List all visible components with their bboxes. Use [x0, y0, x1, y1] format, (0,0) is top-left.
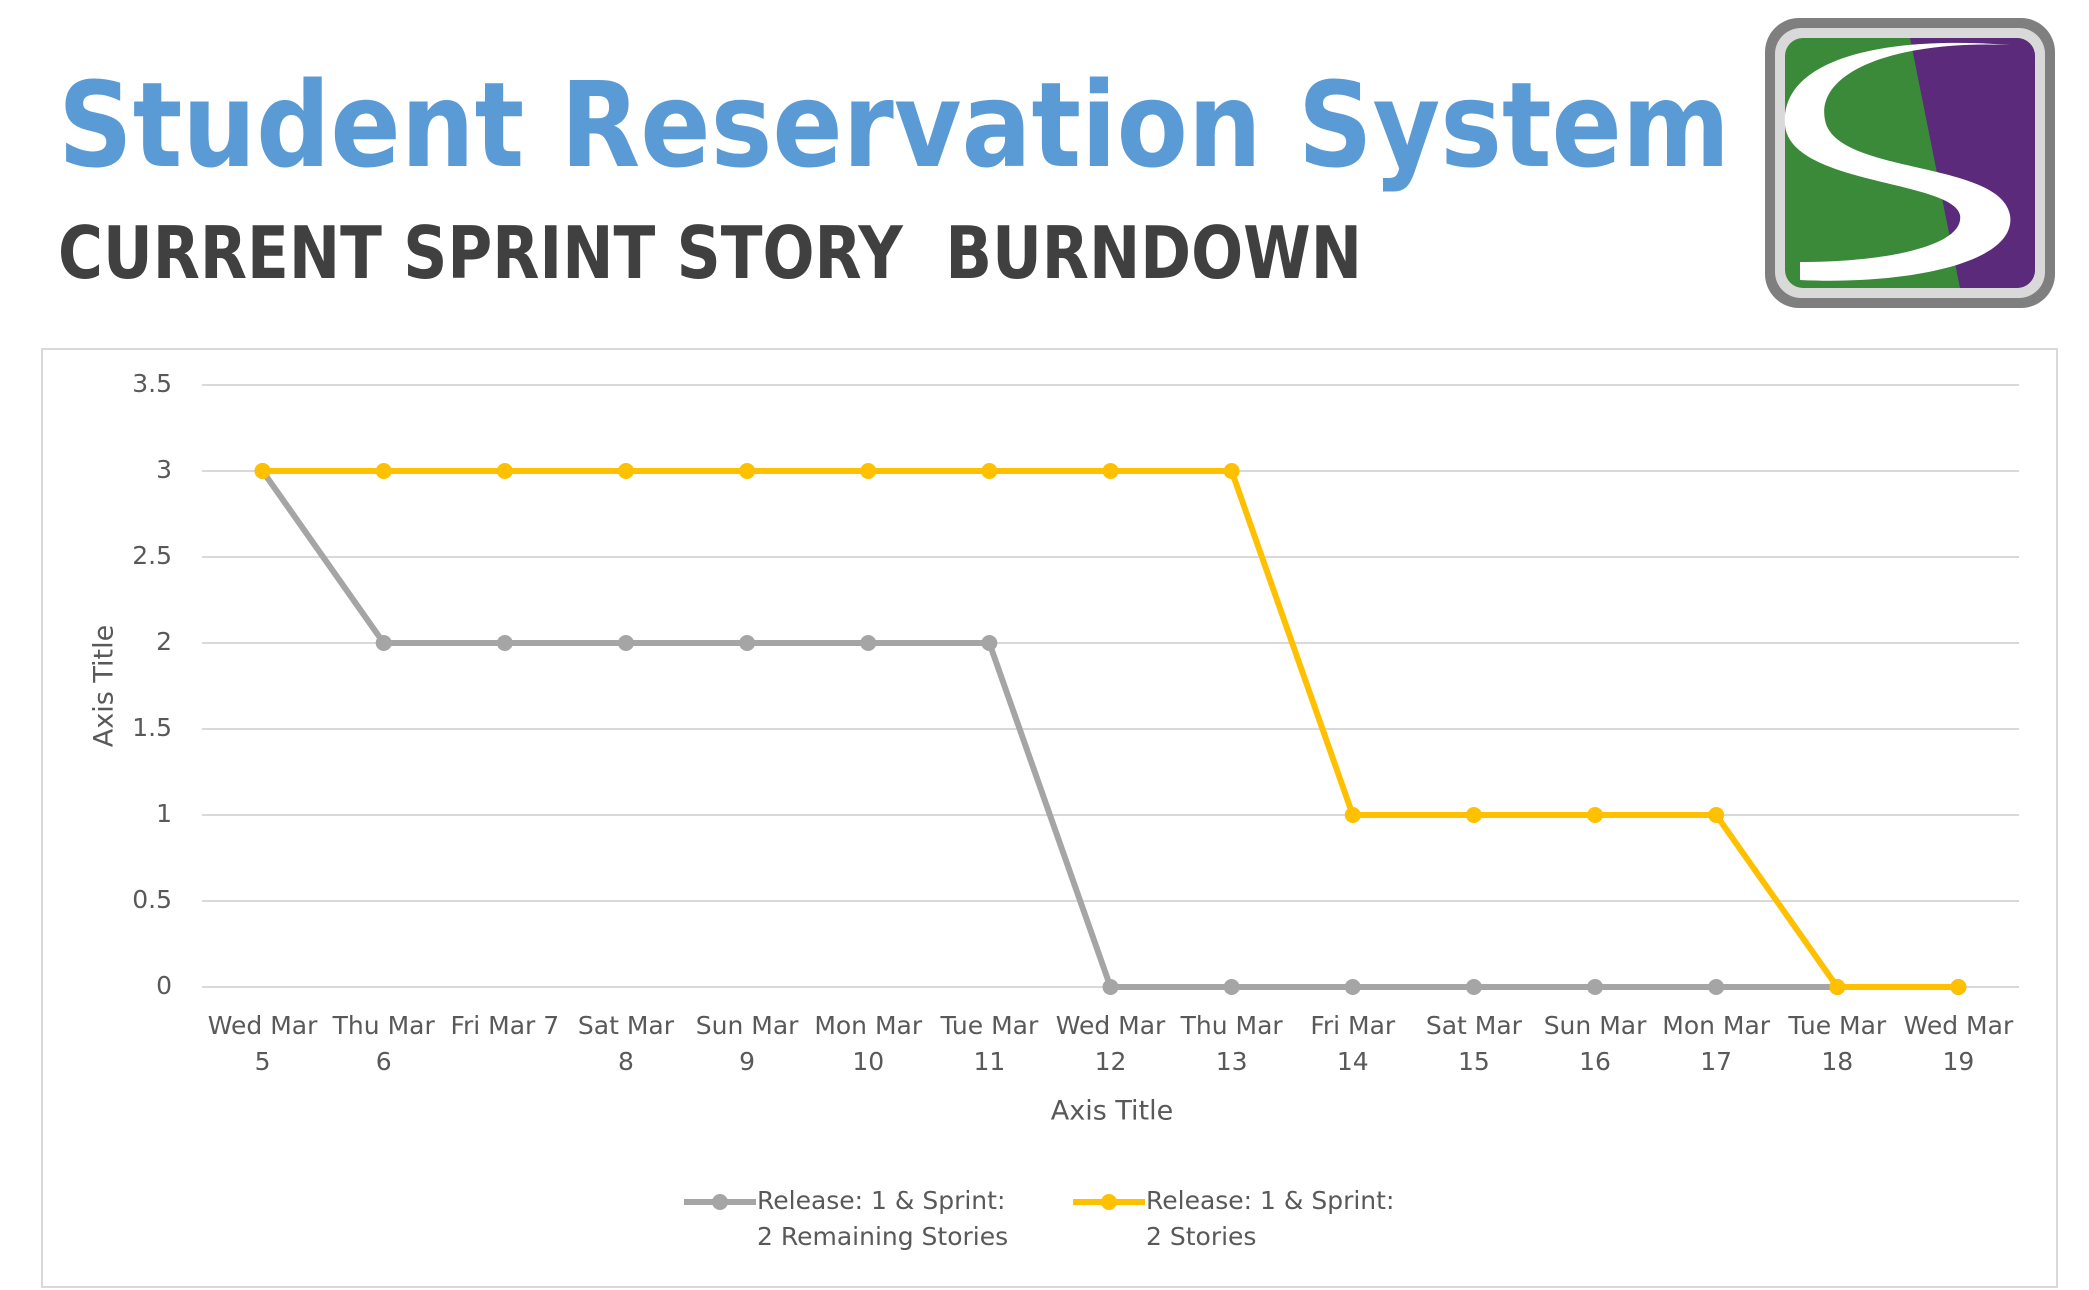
x-tick-label: Sat Mar 8: [578, 1011, 675, 1076]
data-point: [860, 635, 877, 651]
y-tick-label: 3.5: [132, 369, 172, 398]
data-point: [1344, 979, 1361, 995]
legend-label: Release: 1 & Sprint: 2 Remaining Stories: [757, 1186, 1008, 1251]
x-tick-label: Thu Mar 6: [332, 1011, 436, 1076]
data-point: [981, 635, 998, 651]
x-tick-label: Wed Mar 5: [208, 1011, 318, 1076]
data-point: [1829, 979, 1846, 995]
y-tick-label: 1.5: [132, 713, 172, 742]
data-point: [1223, 463, 1240, 479]
data-point: [1708, 979, 1725, 995]
data-point: [496, 463, 513, 479]
legend-marker: [1101, 1194, 1117, 1210]
data-point: [1465, 979, 1482, 995]
data-point: [739, 635, 756, 651]
legend-marker: [712, 1194, 728, 1210]
data-point: [1465, 807, 1482, 823]
data-point: [1708, 807, 1725, 823]
data-point: [1587, 807, 1604, 823]
data-point: [496, 635, 513, 651]
y-tick-label: 0: [156, 971, 172, 1000]
y-tick-label: 3: [156, 455, 172, 484]
x-tick-label: Fri Mar 14: [1310, 1011, 1396, 1076]
x-tick-label: Fri Mar 7: [450, 1011, 559, 1040]
data-point: [1950, 979, 1967, 995]
y-tick-label: 1: [156, 799, 172, 828]
data-point: [617, 635, 634, 651]
y-axis-title: Axis Title: [89, 625, 120, 747]
x-tick-label: Sun Mar 9: [696, 1011, 799, 1076]
x-axis-title: Axis Title: [1051, 1096, 1173, 1127]
x-tick-label: Sat Mar 15: [1426, 1011, 1523, 1076]
data-point: [860, 463, 877, 479]
x-tick-label: Wed Mar 12: [1056, 1011, 1166, 1076]
data-point: [375, 635, 392, 651]
data-point: [1102, 979, 1119, 995]
page-subtitle: CURRENT SPRINT STORY BURNDOWN: [58, 211, 1362, 295]
x-tick-label: Mon Mar 17: [1662, 1011, 1771, 1076]
logo: [1765, 18, 2055, 308]
x-tick-label: Tue Mar 11: [939, 1011, 1039, 1076]
y-tick-label: 2.5: [132, 541, 172, 570]
x-tick-label: Mon Mar 10: [814, 1011, 923, 1076]
data-point: [375, 463, 392, 479]
data-point: [739, 463, 756, 479]
x-tick-label: Wed Mar 19: [1904, 1011, 2014, 1076]
x-tick-label: Tue Mar 18: [1787, 1011, 1887, 1076]
x-tick-label: Sun Mar 16: [1544, 1011, 1647, 1076]
legend-label: Release: 1 & Sprint: 2 Stories: [1146, 1186, 1394, 1251]
data-point: [1102, 463, 1119, 479]
data-point: [1587, 979, 1604, 995]
data-point: [1344, 807, 1361, 823]
x-tick-label: Thu Mar 13: [1180, 1011, 1284, 1076]
data-point: [1223, 979, 1240, 995]
data-point: [617, 463, 634, 479]
data-point: [254, 463, 271, 479]
data-point: [981, 463, 998, 479]
y-tick-label: 2: [156, 627, 172, 656]
page-title: Student Reservation System: [58, 56, 1730, 194]
y-tick-label: 0.5: [132, 885, 172, 914]
